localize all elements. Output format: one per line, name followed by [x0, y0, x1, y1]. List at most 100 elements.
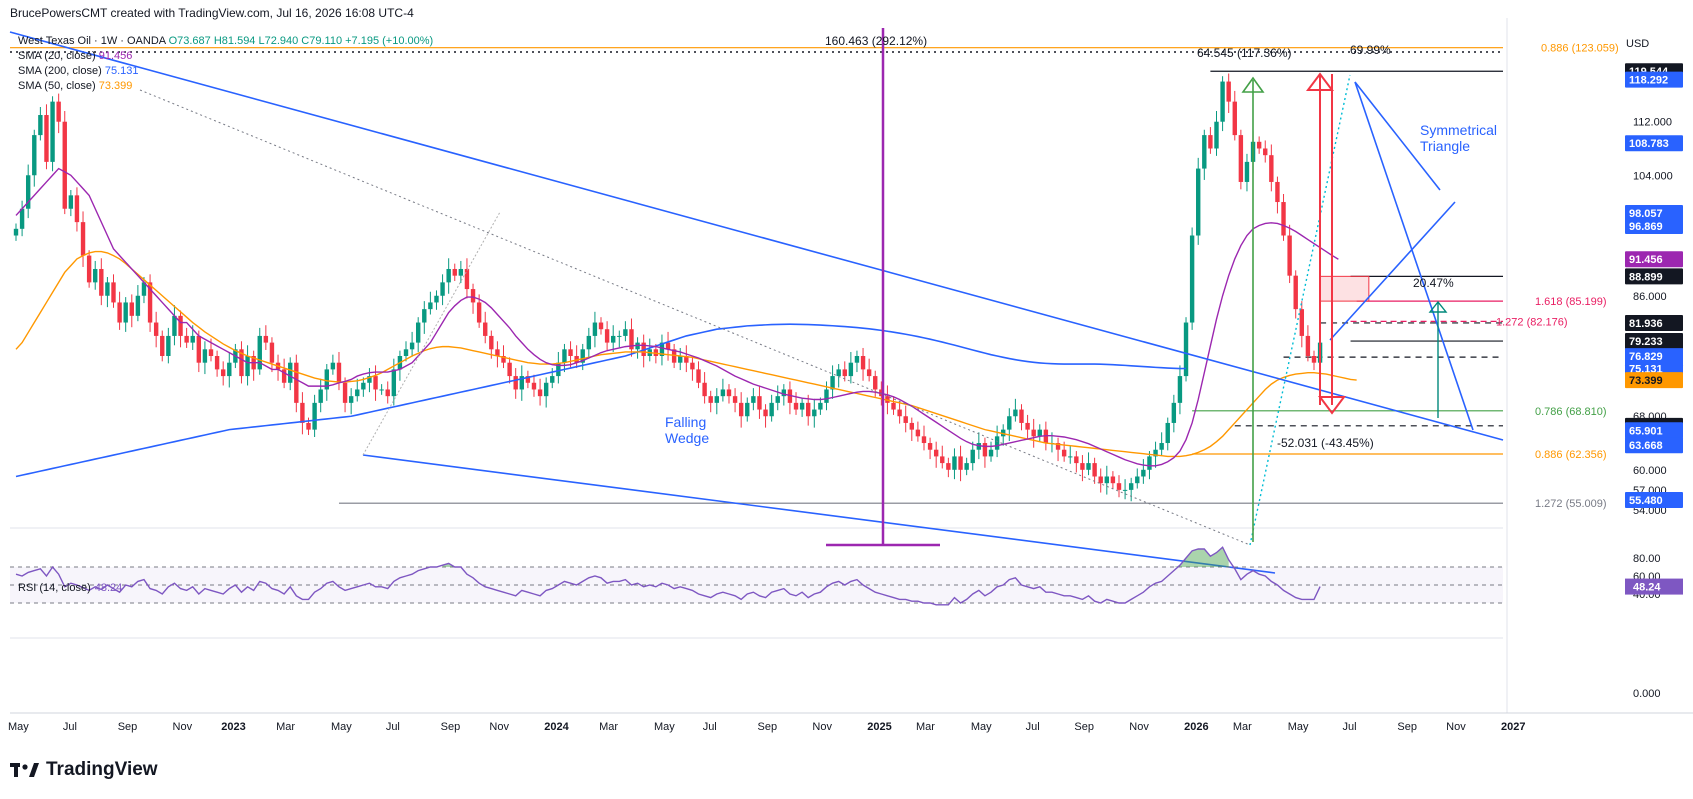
fib-label: 1.272 (55.009) — [1535, 498, 1607, 510]
candle-body — [726, 389, 732, 397]
candle-body — [245, 356, 250, 377]
candle-body — [348, 396, 354, 403]
candle-body — [836, 369, 841, 377]
candle-body — [342, 382, 348, 403]
candle-body — [1019, 409, 1024, 423]
candle-body — [708, 396, 713, 403]
moving-averages — [15, 167, 1357, 478]
candle-body — [684, 356, 689, 363]
price-tag-label: 76.829 — [1629, 351, 1663, 363]
time-tick-label: May — [8, 721, 29, 733]
legend-symbol-row[interactable]: West Texas Oil · 1W · OANDA O73.687 H81.… — [18, 34, 433, 49]
candle-body — [294, 362, 299, 403]
candle-body — [141, 282, 147, 296]
candle-body — [1037, 429, 1042, 437]
price-tag: 65.901 — [1625, 422, 1683, 439]
candle-body — [355, 389, 360, 397]
price-tick-label: 112.000 — [1633, 117, 1672, 129]
time-tick-label: 2023 — [221, 721, 245, 733]
ohlc-values: O73.687 H81.594 L72.940 C79.110 +7.195 (… — [168, 35, 434, 47]
candle-body — [44, 115, 49, 162]
candle-body — [227, 362, 232, 377]
price-axis[interactable]: 112.000104.00086.00068.00060.00057.00054… — [1625, 63, 1683, 700]
price-tag-label: 118.292 — [1629, 75, 1668, 87]
time-axis[interactable]: May Jul Sep Nov 2023 Mar May Jul Sep Nov 2024 Mar Ma… — [8, 721, 1525, 733]
candle-body — [409, 342, 415, 350]
candle-body — [1214, 121, 1219, 149]
candle-body — [13, 228, 19, 236]
candle-body — [1281, 202, 1286, 236]
candle-body — [93, 268, 98, 283]
arrow-head — [1241, 76, 1265, 93]
candle-body — [214, 356, 220, 370]
rsi-pane — [10, 546, 1503, 606]
price-tag-label: 98.057 — [1629, 208, 1663, 220]
candle-body — [1183, 322, 1189, 377]
candle-body — [1013, 409, 1018, 417]
time-tick-label: Nov — [173, 721, 193, 733]
dotted-trend — [1249, 74, 1351, 546]
candle-body — [543, 382, 549, 397]
time-tick-label: Sep — [441, 721, 461, 733]
candle-body — [1007, 416, 1012, 430]
candle-body — [525, 376, 531, 383]
candle-body — [324, 369, 329, 390]
candle-body — [830, 376, 835, 390]
candle-body — [1110, 476, 1116, 484]
price-tick-label: 60.000 — [1633, 465, 1667, 477]
indicator-label: SMA (200, close) — [18, 65, 102, 77]
arrow-head — [1318, 396, 1346, 415]
candle-body — [452, 268, 457, 276]
candle-body — [86, 255, 92, 283]
legend-indicator-sma20[interactable]: SMA (20, close) 91.456 — [18, 49, 433, 64]
candle-body — [1196, 168, 1201, 236]
time-tick-label: Sep — [118, 721, 138, 733]
candle-body — [147, 282, 153, 323]
sma20-line — [15, 167, 1339, 467]
candle-body — [915, 429, 921, 437]
candle-body — [68, 195, 74, 209]
candle-body — [1293, 275, 1298, 310]
candle-body — [428, 302, 433, 310]
rsi-tag-bg — [1625, 578, 1683, 595]
price-tag: 91.456 — [1625, 251, 1683, 268]
candle-body — [568, 349, 573, 356]
time-tick-label: Sep — [1397, 721, 1417, 733]
candle-body — [32, 135, 37, 176]
rsi-tick-label: 0.000 — [1633, 688, 1661, 700]
candle-body — [172, 315, 177, 336]
candle-body — [848, 362, 854, 377]
time-tick-label: Jul — [1343, 721, 1357, 733]
candle-body — [580, 349, 585, 363]
tradingview-logo: TradingView — [10, 757, 158, 783]
rsi-legend[interactable]: RSI (14, close) 48.24 — [18, 582, 122, 594]
legend-indicator-sma200[interactable]: SMA (200, close) 75.131 — [18, 64, 433, 79]
candle-body — [440, 282, 445, 296]
candle-body — [793, 402, 799, 410]
legend-indicator-sma50[interactable]: SMA (50, close) 73.399 — [18, 79, 433, 94]
candle-body — [269, 342, 275, 363]
candle-body — [501, 356, 506, 363]
candle-body — [415, 322, 421, 343]
candle-body — [556, 362, 561, 377]
candle-body — [1080, 463, 1085, 470]
candle-body — [1244, 161, 1250, 182]
currency-label[interactable]: USD — [1626, 38, 1650, 50]
candle-body — [281, 369, 287, 383]
candle-body — [202, 349, 208, 363]
time-tick-label: Jul — [386, 721, 400, 733]
candle-body — [720, 389, 726, 397]
candle-body — [507, 362, 512, 377]
candle-body — [842, 369, 847, 377]
candle-body — [586, 335, 592, 350]
candle-body — [458, 268, 464, 276]
price-tag-bg — [1625, 314, 1683, 331]
indicator-label: SMA (50, close) — [18, 80, 96, 92]
percent-label: 69.99% — [1350, 43, 1391, 57]
candle-body — [330, 362, 336, 370]
candle-body — [617, 335, 622, 337]
candle-body — [464, 268, 470, 290]
candle-body — [1141, 469, 1146, 477]
candle-body — [775, 396, 780, 403]
